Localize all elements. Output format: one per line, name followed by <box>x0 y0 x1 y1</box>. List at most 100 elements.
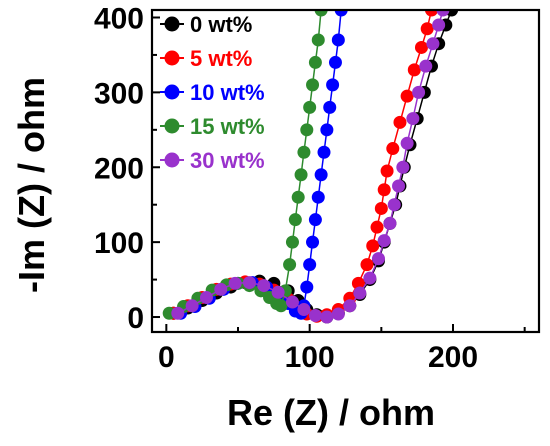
data-point <box>406 112 420 126</box>
legend-label: 15 wt% <box>190 114 265 139</box>
data-point <box>320 123 334 137</box>
data-point <box>294 168 308 182</box>
data-point <box>331 307 345 321</box>
x-axis-title: Re (Z) / ohm <box>227 392 435 433</box>
legend-marker <box>164 118 180 134</box>
data-point <box>314 168 328 182</box>
data-point <box>199 291 213 305</box>
y-tick-label: 0 <box>127 302 144 335</box>
data-point <box>380 164 394 178</box>
data-point <box>306 235 320 249</box>
data-point <box>326 78 340 92</box>
y-tick-label: 300 <box>94 77 144 110</box>
data-point <box>343 299 357 313</box>
data-point <box>288 213 302 227</box>
data-point <box>432 18 446 32</box>
legend-label: 30 wt% <box>190 148 265 173</box>
data-point <box>320 310 334 324</box>
data-point <box>328 55 342 69</box>
data-point <box>185 299 199 313</box>
legend-item: 15 wt% <box>160 114 265 139</box>
data-point <box>334 10 348 17</box>
data-point <box>303 100 317 114</box>
legend-marker <box>164 50 180 66</box>
data-point <box>300 123 314 137</box>
data-point <box>363 271 377 285</box>
data-point <box>228 276 242 290</box>
data-point <box>271 285 285 299</box>
data-point <box>392 179 406 193</box>
data-point <box>285 295 299 309</box>
data-point <box>214 282 228 296</box>
data-point <box>323 100 337 114</box>
legend-marker <box>164 84 180 100</box>
data-point <box>291 190 305 204</box>
x-tick-label: 100 <box>285 341 335 374</box>
legend-marker <box>164 152 180 168</box>
x-tick-label: 0 <box>158 341 175 374</box>
legend-item: 0 wt% <box>160 12 252 37</box>
data-point <box>419 59 433 73</box>
series-4 <box>171 10 450 324</box>
data-point <box>396 160 410 174</box>
legend-label: 10 wt% <box>190 80 265 105</box>
data-point <box>311 33 325 47</box>
data-point <box>308 213 322 227</box>
data-point <box>400 136 414 150</box>
data-point <box>425 10 438 17</box>
y-tick-label: 400 <box>94 2 144 35</box>
data-point <box>308 309 322 323</box>
data-point <box>400 89 414 103</box>
data-point <box>311 190 325 204</box>
data-point <box>377 234 391 248</box>
plot-frame <box>150 8 541 334</box>
data-point <box>351 276 365 290</box>
data-point <box>393 115 407 129</box>
data-point <box>353 286 367 300</box>
legend-item: 5 wt% <box>160 46 252 71</box>
legend-label: 5 wt% <box>190 46 252 71</box>
data-point <box>283 258 297 272</box>
data-point <box>274 299 288 313</box>
data-point <box>366 239 380 253</box>
y-tick-label: 100 <box>94 227 144 260</box>
data-point <box>420 22 434 36</box>
data-point <box>374 201 388 215</box>
data-point <box>414 40 428 54</box>
data-point <box>360 258 374 272</box>
data-point <box>242 276 256 290</box>
y-tick-label: 200 <box>94 152 144 185</box>
data-point <box>436 10 450 17</box>
data-point <box>285 235 299 249</box>
ticks: 0 100 200 0 100 200 300 400 <box>94 2 526 374</box>
data-point <box>297 145 311 159</box>
data-points <box>162 10 459 324</box>
axes <box>150 8 541 334</box>
legend: 0 wt% 5 wt% 10 wt% 15 wt% 30 wt% <box>160 12 265 173</box>
data-point <box>370 220 384 234</box>
data-point <box>314 10 328 17</box>
data-point <box>331 33 345 47</box>
data-point <box>377 183 391 197</box>
data-point <box>297 303 311 317</box>
y-axis-title: -Im (Z) / ohm <box>11 77 52 293</box>
data-point <box>426 37 440 51</box>
data-point <box>303 258 317 272</box>
data-point <box>407 63 421 77</box>
data-point <box>371 252 385 266</box>
data-point <box>306 78 320 92</box>
data-point <box>171 306 185 320</box>
data-point <box>257 279 271 293</box>
legend-label: 0 wt% <box>190 12 252 37</box>
data-point <box>308 55 322 69</box>
x-tick-label: 200 <box>428 341 478 374</box>
data-point <box>386 142 400 156</box>
data-point <box>412 85 426 99</box>
legend-marker <box>164 16 180 32</box>
data-point <box>387 198 401 212</box>
data-point <box>383 216 397 230</box>
data-point <box>300 280 314 294</box>
legend-item: 10 wt% <box>160 80 265 105</box>
data-point <box>317 145 331 159</box>
